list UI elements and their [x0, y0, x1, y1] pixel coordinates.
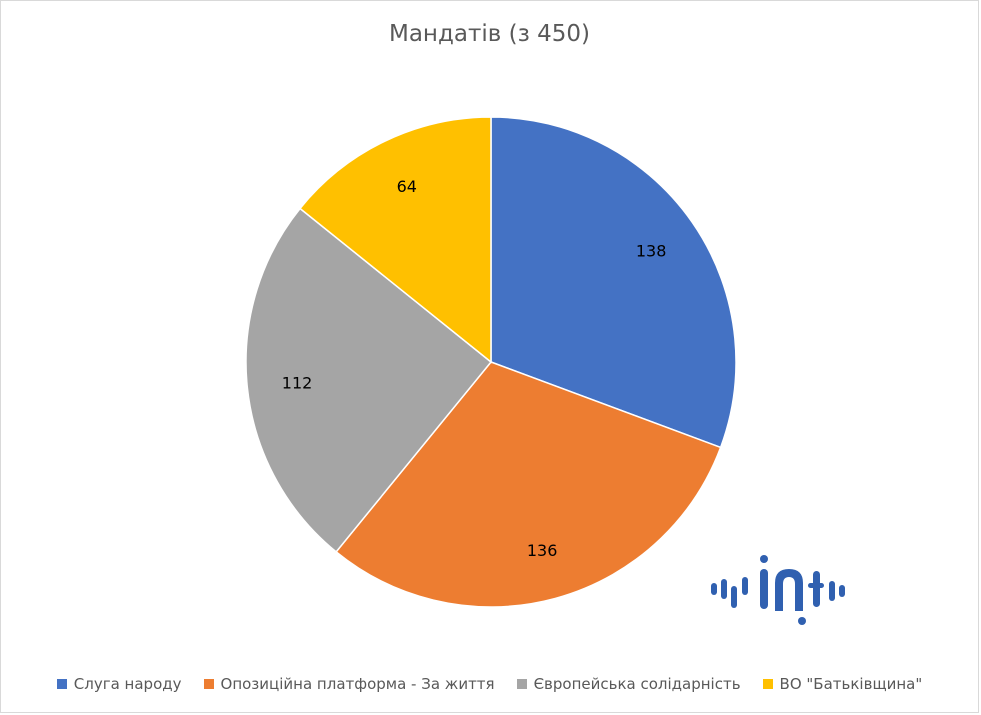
pie-slice	[299, 116, 492, 364]
legend-swatch-icon	[56, 679, 67, 689]
legend-label: Європейська солідарність	[533, 675, 741, 693]
data-label: 112	[282, 373, 313, 392]
waveform-logo-icon	[711, 555, 845, 625]
data-label: 136	[527, 541, 558, 560]
legend-item-sluha-narodu: Слуга народу	[56, 675, 182, 693]
legend-item-opozytsiina-platforma: Опозиційна платформа - За життя	[203, 675, 495, 693]
legend-item-yevropeiska-solidarnist: Європейська солідарність	[516, 675, 741, 693]
pie-chart: 138 136 112 64	[245, 116, 737, 608]
legend-swatch-icon	[516, 679, 527, 689]
chart-title: Мандатів (з 450)	[388, 21, 590, 47]
legend-label: ВО "Батьківщина"	[779, 675, 923, 693]
data-label: 64	[397, 177, 417, 196]
legend-item-batkivshchyna: ВО "Батьківщина"	[762, 675, 923, 693]
pie-slice	[245, 207, 493, 553]
legend-swatch-icon	[203, 679, 214, 689]
chart-legend: Слуга народу Опозиційна платформа - За ж…	[1, 675, 978, 693]
pie-slice	[335, 361, 722, 608]
legend-swatch-icon	[762, 679, 773, 689]
pie-slice	[490, 116, 737, 449]
legend-label: Слуга народу	[73, 675, 182, 693]
legend-label: Опозиційна платформа - За життя	[220, 675, 495, 693]
data-label: 138	[636, 242, 667, 261]
